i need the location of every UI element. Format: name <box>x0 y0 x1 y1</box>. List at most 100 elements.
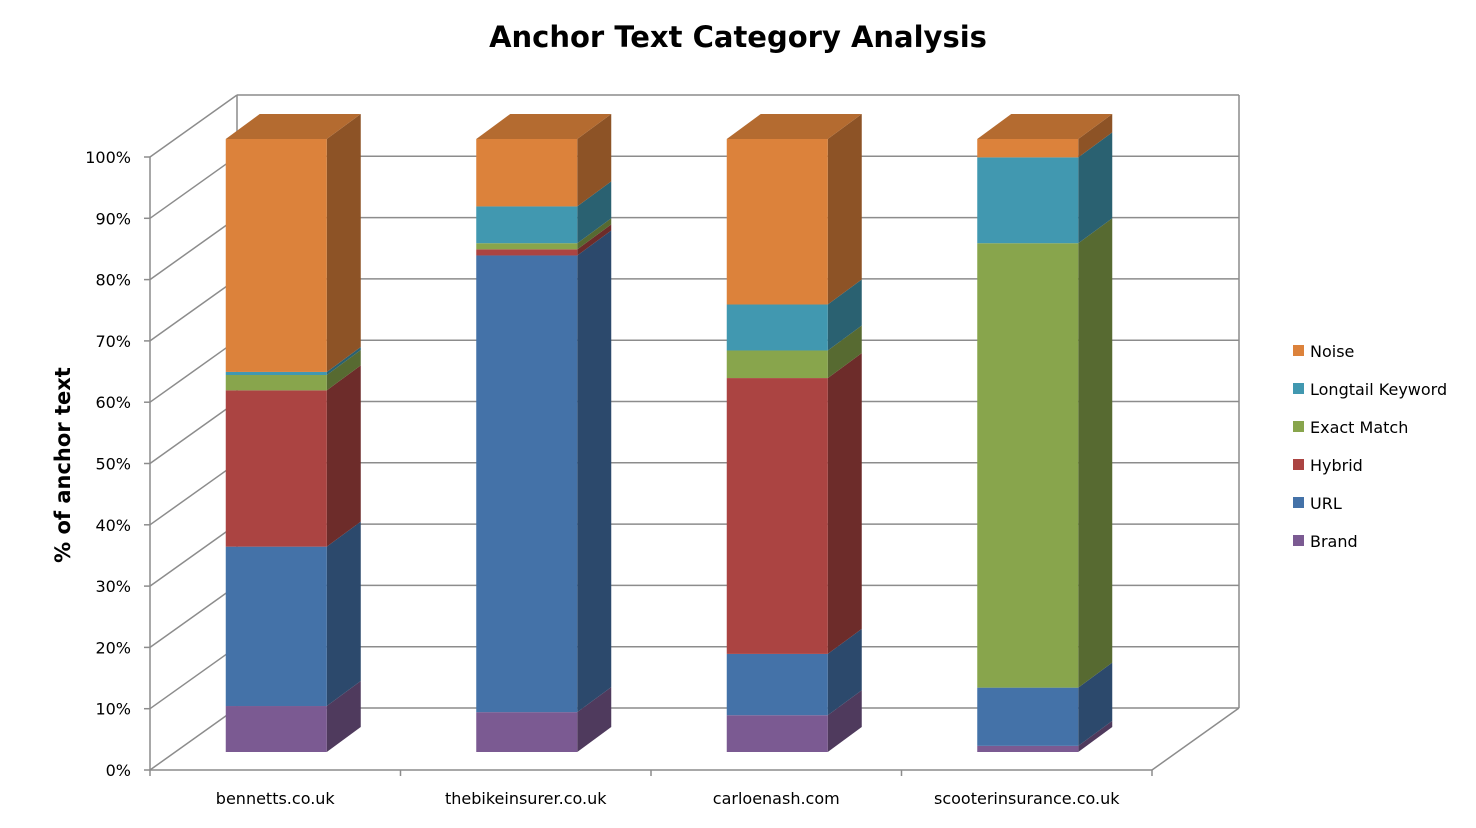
y-tick-label: 30% <box>95 577 131 596</box>
legend-label: Noise <box>1310 342 1354 361</box>
bar-segment-url <box>726 653 828 716</box>
bar-segment-hybrid <box>225 390 327 547</box>
legend-label: Brand <box>1310 532 1358 551</box>
floor-right-edge <box>1151 707 1240 771</box>
x-tick-label: scooterinsurance.co.uk <box>934 789 1120 808</box>
bar-segment-url <box>977 687 1079 746</box>
gridline-side <box>149 584 238 649</box>
y-tick-label: 90% <box>95 209 131 228</box>
bar-segment-exact-match <box>225 375 327 391</box>
bar-segment-exact-match <box>977 243 1079 688</box>
bar-side-longtail-keyword <box>326 346 361 376</box>
bar-segment-longtail-keyword <box>977 157 1079 244</box>
legend-item: Longtail Keyword <box>1293 380 1447 399</box>
x-tick-label: bennetts.co.uk <box>216 789 336 808</box>
gridline-side <box>149 278 238 342</box>
bar-segment-exact-match <box>476 243 578 250</box>
x-tick-label: carloenash.com <box>713 789 840 808</box>
legend-label: Hybrid <box>1310 456 1363 475</box>
y-axis-ticks: 0% 10% 20% 30% 40% 50% 60% 70% 80% 90% 100% <box>85 148 150 780</box>
bar-stack-4 <box>977 114 1113 752</box>
legend-item: Noise <box>1293 342 1354 361</box>
bar-side-noise <box>577 114 612 207</box>
bar-segment-brand <box>476 712 578 752</box>
bar-segment-longtail-keyword <box>225 371 327 376</box>
legend: Noise Longtail Keyword Exact Match Hybrid UR… <box>1293 342 1447 551</box>
bar-stack-3 <box>726 114 862 752</box>
bar-side-exact-match <box>827 325 862 379</box>
gridline-side <box>149 523 238 587</box>
bar-segment-brand <box>726 715 828 752</box>
bar-side-longtail-keyword <box>827 279 862 351</box>
bar-side-longtail-keyword <box>577 181 612 244</box>
legend-item: URL <box>1293 494 1342 513</box>
bar-segment-url <box>225 546 327 707</box>
legend-item: Exact Match <box>1293 418 1408 437</box>
bars <box>225 114 1113 752</box>
bar-side-url <box>1078 662 1113 746</box>
bar-side-noise <box>827 114 862 305</box>
y-tick-label: 40% <box>95 516 131 535</box>
bar-segment-hybrid <box>726 378 828 654</box>
y-tick-label: 70% <box>95 332 131 351</box>
bar-segment-longtail-keyword <box>476 206 578 244</box>
bar-side-exact-match <box>577 218 612 250</box>
bar-side-brand <box>827 690 862 752</box>
gridline-side <box>149 400 238 465</box>
bar-side-brand <box>577 687 612 752</box>
gridline-side <box>149 94 238 158</box>
legend-swatch <box>1293 459 1304 470</box>
bar-top-noise <box>726 114 862 139</box>
legend-swatch <box>1293 497 1304 508</box>
bar-side-url <box>827 628 862 716</box>
x-tick-label: thebikeinsurer.co.uk <box>445 789 607 808</box>
bar-side-url <box>577 230 612 713</box>
bar-side-hybrid <box>326 365 361 547</box>
y-tick-label: 60% <box>95 393 131 412</box>
bar-segment-noise <box>977 139 1079 158</box>
bar-segment-brand <box>225 706 327 752</box>
y-axis-label: % of anchor text <box>51 367 75 563</box>
chart-title: Anchor Text Category Analysis <box>489 20 987 54</box>
bar-side-brand <box>326 681 361 752</box>
gridline-side <box>149 216 238 281</box>
legend-item: Hybrid <box>1293 456 1363 475</box>
gridline-side <box>149 462 238 526</box>
bar-side-exact-match <box>326 350 361 391</box>
legend-swatch <box>1293 345 1304 356</box>
y-tick-label: 0% <box>106 761 131 780</box>
bar-top-noise <box>977 114 1113 139</box>
bar-stack-2 <box>476 114 612 752</box>
gridline-side <box>149 646 238 710</box>
bar-side-longtail-keyword <box>1078 132 1113 244</box>
bar-side-noise <box>1078 114 1113 158</box>
bar-segment-noise <box>225 139 327 372</box>
gridline-side <box>149 155 238 219</box>
bar-top-noise <box>476 114 612 139</box>
y-tick-label: 10% <box>95 700 131 719</box>
y-tick-label: 50% <box>95 455 131 474</box>
bar-side-url <box>326 521 361 707</box>
bar-segment-noise <box>476 139 578 207</box>
bar-side-hybrid <box>827 353 862 654</box>
y-tick-label: 20% <box>95 638 131 657</box>
bar-top-noise <box>225 114 361 139</box>
legend-swatch <box>1293 421 1304 432</box>
bar-segment-brand <box>977 745 1079 752</box>
legend-swatch <box>1293 535 1304 546</box>
bar-segment-url <box>476 255 578 713</box>
legend-label: Exact Match <box>1310 418 1408 437</box>
bar-segment-longtail-keyword <box>726 304 828 351</box>
bar-segment-hybrid <box>476 249 578 256</box>
x-axis-labels: bennetts.co.uk thebikeinsurer.co.uk carloe… <box>149 770 1153 808</box>
bar-segment-noise <box>726 139 828 305</box>
y-tick-label: 80% <box>95 271 131 290</box>
bar-stack-1 <box>225 114 361 752</box>
y-tick-label: 100% <box>85 148 131 167</box>
bar-segment-exact-match <box>726 350 828 379</box>
legend-label: URL <box>1310 494 1342 513</box>
legend-item: Brand <box>1293 532 1358 551</box>
gridline-side <box>149 339 238 403</box>
legend-swatch <box>1293 383 1304 394</box>
